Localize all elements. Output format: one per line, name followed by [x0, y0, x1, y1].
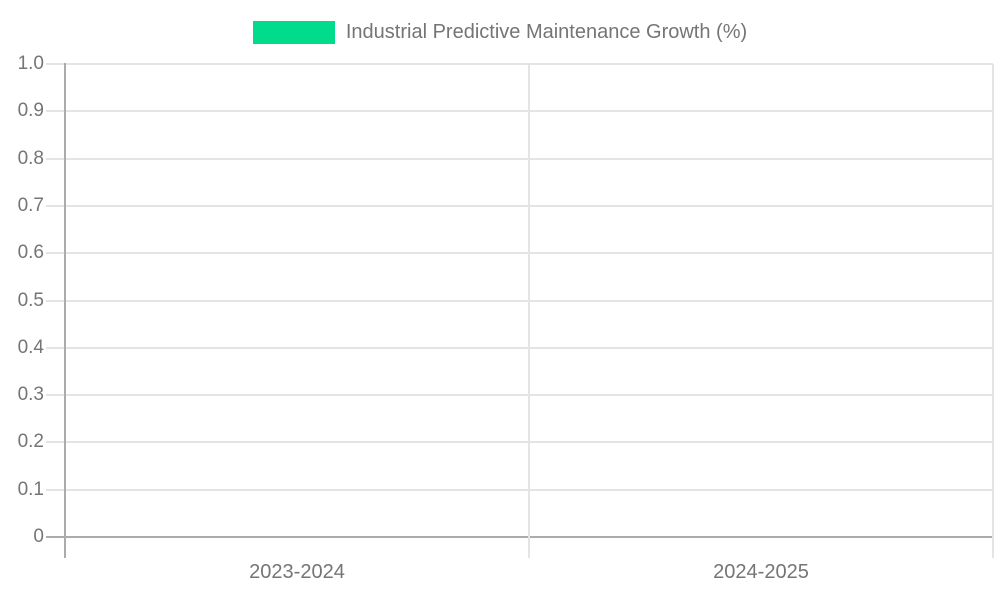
y-gridline — [46, 488, 993, 491]
x-tick-label: 2023-2024 — [249, 561, 345, 583]
y-gridline — [46, 299, 993, 302]
y-gridline — [46, 441, 993, 444]
x-tick-label: 2024-2025 — [713, 561, 809, 583]
y-tick-label: 0.8 — [17, 147, 44, 169]
legend-label: Industrial Predictive Maintenance Growth… — [345, 21, 748, 43]
y-tick-label: 0.6 — [17, 242, 44, 264]
y-gridline — [46, 346, 993, 349]
y-axis-line — [64, 63, 66, 558]
y-tick-label: 0.1 — [17, 478, 44, 500]
x-gridline — [528, 64, 530, 558]
y-tick-label: 0.7 — [17, 194, 44, 216]
y-gridline — [46, 394, 993, 397]
x-gridline — [992, 64, 994, 558]
y-tick-label: 0.5 — [17, 289, 44, 311]
y-tick-label: 1.0 — [17, 53, 44, 74]
y-gridline — [46, 252, 993, 255]
y-tick-label: 0.9 — [17, 100, 44, 122]
y-gridline — [46, 63, 993, 65]
y-gridline — [46, 110, 993, 113]
y-gridline — [46, 157, 993, 160]
x-axis-baseline — [46, 536, 993, 538]
y-tick-label: 0.4 — [17, 336, 44, 358]
y-tick-label: 0.3 — [17, 384, 44, 406]
legend-swatch-icon — [252, 21, 335, 44]
y-gridline — [46, 204, 993, 207]
y-tick-label: 0.2 — [17, 431, 44, 453]
legend: Industrial Predictive Maintenance Growth… — [0, 19, 1000, 46]
y-tick-label: 0 — [33, 526, 44, 547]
